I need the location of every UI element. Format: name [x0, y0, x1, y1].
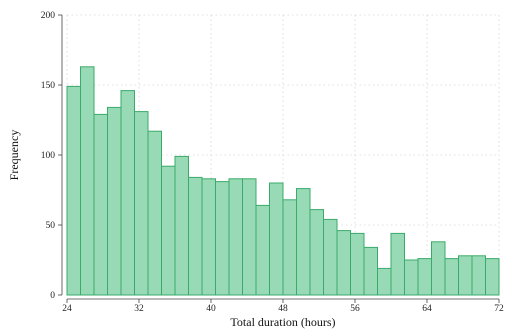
histogram-bar	[201, 178, 216, 296]
histogram-bar	[431, 241, 446, 296]
histogram-bar	[66, 85, 81, 296]
histogram-bar	[390, 232, 405, 296]
histogram-bar	[404, 259, 419, 296]
y-ticks: 0 50 100 150 200	[41, 11, 62, 301]
y-tick-label: 50	[46, 221, 56, 231]
y-tick-label: 100	[41, 151, 56, 161]
y-tick-label: 150	[41, 81, 56, 91]
bars	[66, 66, 500, 296]
x-tick-label: 48	[278, 304, 288, 314]
x-axis-label: Total duration (hours)	[230, 315, 335, 329]
histogram-bar	[242, 178, 257, 296]
histogram-bar	[323, 218, 338, 296]
x-tick-label: 64	[422, 304, 432, 314]
y-tick-label: 0	[50, 291, 55, 301]
histogram-bar	[458, 255, 473, 296]
histogram-bar	[350, 232, 365, 296]
x-tick-label: 32	[134, 304, 144, 314]
histogram-bar	[161, 165, 176, 296]
histogram-bar	[471, 255, 486, 296]
histogram-bar	[485, 258, 500, 296]
x-tick-label: 24	[62, 304, 72, 314]
histogram-bar	[444, 258, 459, 296]
histogram-bar	[134, 111, 149, 296]
histogram-bar	[417, 258, 432, 296]
histogram-bar	[377, 267, 392, 296]
x-ticks: 24 32 40 48 56 64 72	[62, 299, 504, 314]
histogram-bar	[147, 130, 162, 296]
histogram-bar	[282, 199, 297, 296]
histogram-bar	[363, 246, 378, 296]
y-axis-label: Frequency	[7, 130, 21, 181]
x-tick-label: 72	[494, 304, 504, 314]
histogram-bar	[174, 155, 189, 296]
histogram-bar	[269, 182, 284, 296]
histogram-bar	[309, 209, 324, 296]
histogram-bar	[228, 178, 243, 296]
histogram-bar	[215, 181, 230, 296]
histogram-bar	[80, 66, 95, 296]
y-tick-label: 200	[41, 11, 56, 21]
x-tick-label: 40	[206, 304, 216, 314]
histogram-bar	[296, 188, 311, 296]
x-tick-label: 56	[350, 304, 360, 314]
histogram-bar	[336, 230, 351, 296]
histogram-bar	[188, 176, 203, 296]
histogram-bar	[107, 106, 122, 296]
histogram-bar	[120, 90, 135, 296]
histogram-bar	[255, 204, 270, 296]
histogram-bar	[93, 113, 108, 296]
